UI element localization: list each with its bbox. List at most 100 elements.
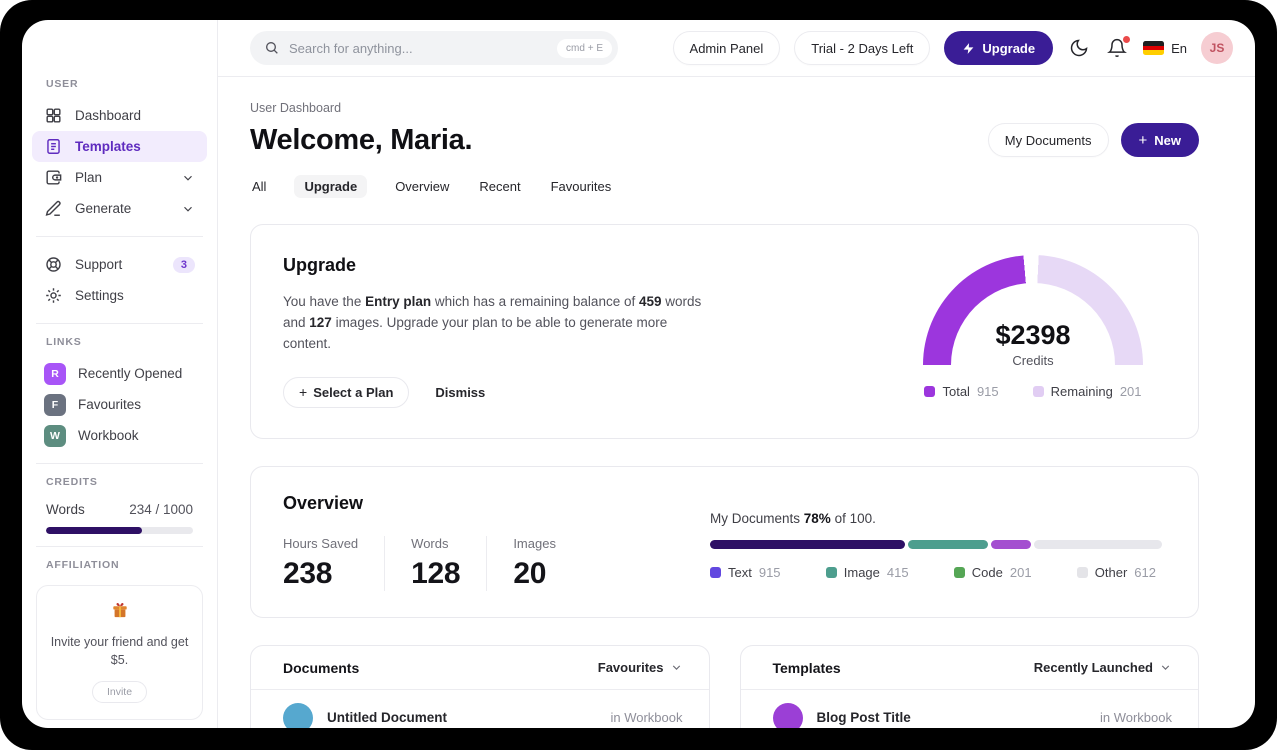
search-shortcut-badge: cmd + E [557, 38, 612, 58]
dismiss-button[interactable]: Dismiss [435, 384, 486, 400]
dark-mode-toggle[interactable] [1067, 36, 1091, 60]
legend-item-remaining: Remaining 201 [1032, 384, 1142, 399]
sidebar-divider [36, 463, 203, 464]
overview-card-title: Overview [283, 492, 364, 513]
credits-progress-fill [46, 527, 142, 534]
documents-progress-label: My Documents 78% of 100. [710, 510, 876, 526]
plus-icon: + [299, 384, 308, 401]
sidebar-item-templates[interactable]: Templates [32, 131, 207, 162]
tab-upgrade[interactable]: Upgrade [294, 175, 368, 198]
select-plan-label: Select a Plan [313, 384, 394, 400]
chevron-down-icon [1161, 665, 1170, 671]
link-initial-badge: F [44, 393, 66, 416]
documents-progress-block: My Documents 78% of 100. Text 915 Image 41… [710, 493, 1162, 591]
upgrade-button[interactable]: Upgrade [944, 31, 1054, 65]
document-name: Untitled Document [327, 710, 447, 726]
sidebar-item-dashboard[interactable]: Dashboard [32, 100, 207, 131]
sidebar-item-label: Generate [75, 201, 132, 216]
notifications-button[interactable] [1105, 36, 1131, 60]
bar-segment-image [907, 539, 988, 549]
link-initial-badge: W [44, 424, 66, 447]
support-badge: 3 [172, 256, 195, 273]
sidebar-item-support[interactable]: Support 3 [32, 249, 207, 280]
sidebar-item-settings[interactable]: Settings [32, 280, 207, 311]
documents-card-title: Documents [283, 659, 360, 676]
stacked-bar-legend: Text 915 Image 415 Code 201 Other 612 [710, 565, 1162, 580]
tab-all[interactable]: All [252, 179, 267, 194]
tab-favourites[interactable]: Favourites [550, 179, 612, 194]
gift-icon [112, 602, 127, 618]
credits-label: Words [46, 502, 85, 517]
sidebar-section-user: USER [46, 78, 79, 90]
user-avatar[interactable]: JS [1201, 32, 1233, 64]
new-button[interactable]: + New [1120, 123, 1199, 157]
gauge-center-label: Credits [1012, 353, 1054, 368]
sidebar-item-workbook[interactable]: W Workbook [32, 420, 207, 451]
language-selector[interactable]: En [1143, 41, 1187, 56]
legend-item-code: Code 201 [953, 565, 1032, 580]
bar-segment-text [710, 539, 905, 549]
tab-overview[interactable]: Overview [395, 179, 450, 194]
trial-status-button[interactable]: Trial - 2 Days Left [794, 31, 931, 65]
new-button-label: New [1154, 132, 1181, 148]
chevron-down-icon [672, 665, 680, 671]
bar-segment-other [1033, 539, 1162, 549]
sidebar-divider [36, 323, 203, 324]
documents-filter-dropdown[interactable]: Favourites [598, 660, 683, 675]
plus-icon: + [1138, 131, 1148, 149]
settings-icon [46, 288, 61, 303]
sidebar-divider [36, 236, 203, 237]
templates-card-title: Templates [772, 659, 841, 676]
document-avatar [283, 702, 313, 728]
document-location: in Workbook [610, 710, 683, 726]
legend-swatch [1076, 566, 1088, 578]
admin-panel-button[interactable]: Admin Panel [672, 31, 781, 65]
sidebar-section-affiliation: AFFILIATION [46, 559, 120, 571]
legend-swatch [825, 566, 837, 578]
search-input[interactable] [289, 40, 549, 56]
main-area: cmd + E Admin Panel Trial - 2 Days Left … [218, 20, 1255, 728]
tab-recent[interactable]: Recent [479, 179, 521, 194]
bell-icon [1107, 38, 1128, 58]
templates-card: Templates Recently Launched Blog Post Ti… [739, 644, 1199, 728]
sidebar-item-label: Dashboard [75, 108, 142, 123]
document-list-item[interactable]: Untitled Document in Workbook [251, 690, 709, 728]
stat-words: Words 128 [411, 535, 488, 591]
sidebar-item-recently-opened[interactable]: R Recently Opened [32, 358, 207, 389]
sidebar-item-label: Support [75, 257, 123, 272]
documents-card: Documents Favourites Untitled Document i… [250, 644, 710, 728]
sidebar-section-credits: CREDITS [46, 476, 98, 488]
dashboard-icon [46, 108, 61, 123]
moon-icon [1070, 39, 1088, 57]
overview-card: Overview Hours Saved 238 Words 128 [250, 465, 1199, 618]
sidebar-item-label: Favourites [78, 397, 142, 412]
app-window: USER Dashboard Templates Plan Generate [22, 20, 1255, 728]
legend-swatch [1032, 386, 1044, 397]
search-bar[interactable]: cmd + E [250, 31, 618, 65]
legend-item-text: Text 915 [710, 565, 781, 580]
upgrade-card-body: You have the Entry plan which has a rema… [283, 294, 702, 351]
topbar: cmd + E Admin Panel Trial - 2 Days Left … [218, 20, 1255, 77]
sidebar-item-label: Templates [75, 139, 141, 154]
bar-segment-code [990, 539, 1031, 549]
sidebar-item-label: Workbook [78, 428, 139, 443]
template-list-item[interactable]: Blog Post Title in Workbook [741, 690, 1199, 728]
invite-button[interactable]: Invite [91, 681, 148, 704]
templates-icon [47, 139, 60, 154]
select-plan-button[interactable]: + Select a Plan [283, 376, 410, 408]
chevron-down-icon [184, 206, 192, 212]
sidebar-section-links: LINKS [46, 336, 82, 348]
sidebar-item-favourites[interactable]: F Favourites [32, 389, 207, 420]
templates-filter-dropdown[interactable]: Recently Launched [1034, 660, 1172, 675]
sidebar-item-label: Recently Opened [78, 366, 183, 381]
stats-row: Hours Saved 238 Words 128 Images 20 [283, 535, 608, 591]
upgrade-button-label: Upgrade [982, 40, 1036, 56]
sidebar-item-generate[interactable]: Generate [32, 193, 207, 224]
affiliation-card: Invite your friend and get $5. Invite [36, 585, 203, 721]
sidebar-item-plan[interactable]: Plan [32, 162, 207, 193]
search-icon [266, 42, 278, 54]
content: User Dashboard Welcome, Maria. My Docume… [218, 77, 1255, 728]
legend-item-other: Other 612 [1076, 565, 1156, 580]
my-documents-button[interactable]: My Documents [987, 123, 1109, 157]
